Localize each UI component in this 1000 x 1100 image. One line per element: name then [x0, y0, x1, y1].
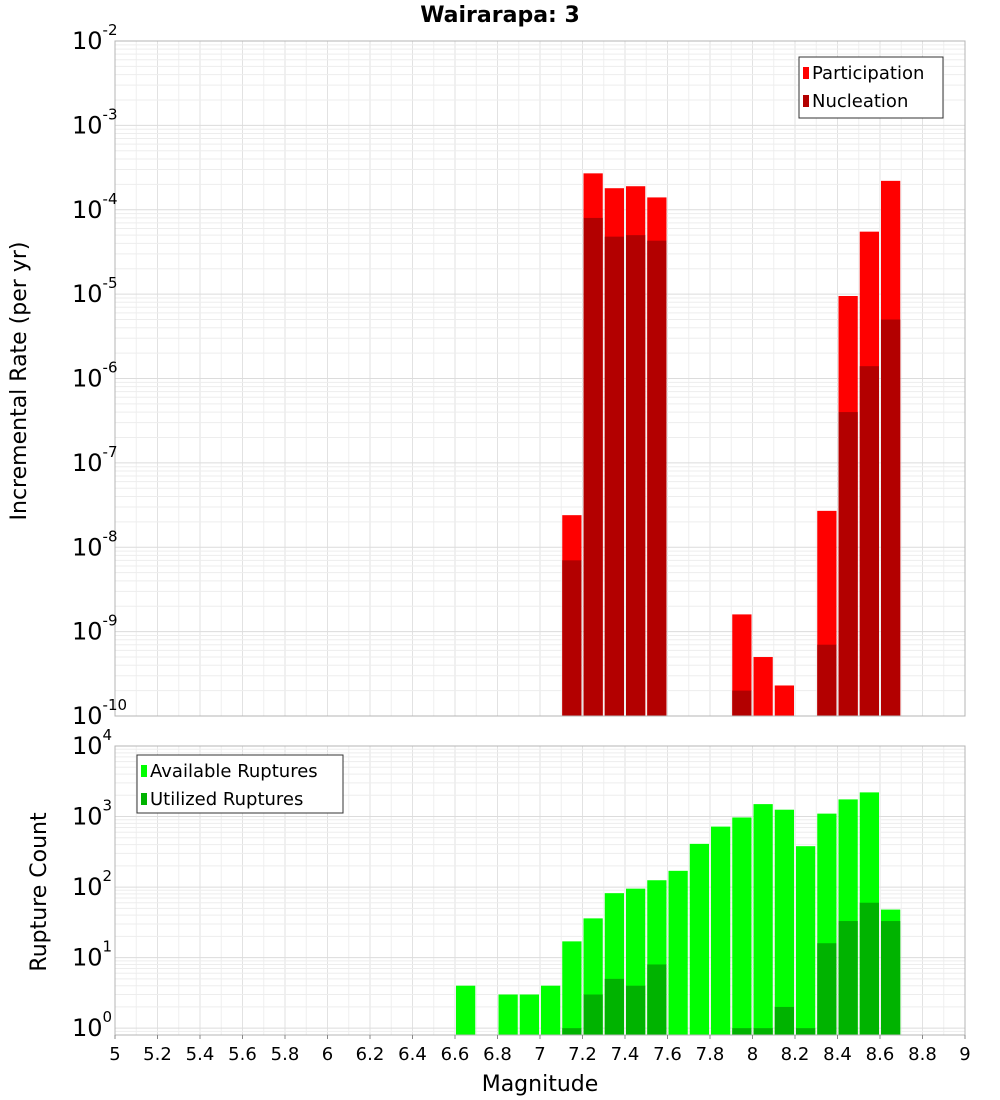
rate-y-tick-label: 10-5 — [72, 274, 118, 308]
x-tick-label: 7.8 — [696, 1044, 725, 1065]
count-y-axis-label: Rupture Count — [27, 812, 52, 972]
count-bars — [456, 792, 901, 1035]
x-tick-label: 5.4 — [186, 1044, 215, 1065]
rate-legend-swatch-nucleation — [803, 95, 809, 107]
count-legend-label-utilized-ruptures: Utilized Ruptures — [150, 789, 303, 810]
rate-y-tick-label: 10-6 — [72, 359, 118, 393]
x-tick-label: 9 — [959, 1044, 970, 1065]
x-tick-label: 8 — [747, 1044, 758, 1065]
x-tick-label: 6.4 — [398, 1044, 427, 1065]
rate-bar-nucleation — [881, 319, 901, 716]
rate-bars — [562, 173, 901, 717]
count-y-tick-label: 100 — [72, 1008, 112, 1042]
count-bar-utilized-ruptures — [753, 1028, 773, 1035]
count-bar-utilized-ruptures — [881, 921, 901, 1035]
rate-bar-nucleation — [817, 644, 837, 716]
count-legend: Available Ruptures Utilized Ruptures — [136, 754, 344, 814]
count-panel: 100 101 102 103 104 5 5.2 5.4 5.6 5.8 6 6.2 6.4 6.6 6… — [27, 726, 971, 1097]
rate-y-axis-label: Incremental Rate (per yr) — [7, 242, 32, 521]
count-bar-utilized-ruptures — [859, 902, 879, 1035]
rate-bar-nucleation — [732, 690, 752, 716]
rate-bar-nucleation — [583, 217, 603, 716]
rate-bar-nucleation — [838, 412, 858, 716]
count-y-tick-label: 102 — [72, 867, 112, 901]
count-bar-available-ruptures — [689, 843, 709, 1035]
x-tick-label: 7.6 — [653, 1044, 682, 1065]
count-bar-available-ruptures — [711, 826, 731, 1035]
count-legend-box — [136, 754, 344, 814]
count-bar-utilized-ruptures — [774, 1006, 794, 1035]
rate-bar-nucleation — [604, 236, 624, 716]
x-tick-label: 8.2 — [781, 1044, 810, 1065]
rate-y-tick-label: 10-8 — [72, 527, 118, 561]
x-tick-label: 5.8 — [271, 1044, 300, 1065]
rate-panel: 10-10 10-9 10-8 10-7 10-6 10-5 10-4 10-3 10-2 In… — [7, 21, 966, 730]
x-tick-label: 5.6 — [228, 1044, 257, 1065]
rate-legend-box — [798, 56, 944, 119]
rate-legend-label-nucleation: Nucleation — [812, 91, 908, 112]
count-bar-available-ruptures — [732, 817, 752, 1035]
x-tick-label: 7.4 — [611, 1044, 640, 1065]
rate-plot-border — [114, 40, 966, 717]
x-tick-label: 7.2 — [568, 1044, 597, 1065]
count-bar-utilized-ruptures — [732, 1028, 752, 1035]
x-tick-label: 8.4 — [823, 1044, 852, 1065]
count-bar-utilized-ruptures — [626, 985, 646, 1035]
count-bar-utilized-ruptures — [647, 964, 667, 1035]
rate-grid — [114, 40, 966, 717]
count-bar-available-ruptures — [668, 870, 688, 1035]
rate-bar-participation — [774, 685, 794, 716]
chart-title: Wairarapa: 3 — [420, 3, 580, 28]
count-bar-available-ruptures — [774, 809, 794, 1035]
rate-y-tick-label: 10-3 — [72, 105, 118, 139]
rate-y-tick-label: 10-10 — [72, 696, 127, 730]
count-bar-utilized-ruptures — [817, 943, 837, 1035]
count-legend-swatch-available-ruptures — [141, 765, 147, 777]
rate-bar-nucleation — [562, 560, 582, 716]
count-bar-utilized-ruptures — [604, 978, 624, 1035]
rate-legend: Participation Nucleation — [798, 56, 944, 119]
rate-y-tick-label: 10-7 — [72, 443, 118, 477]
x-tick-label: 7 — [534, 1044, 545, 1065]
magnitude-x-ticks: 5 5.2 5.4 5.6 5.8 6 6.2 6.4 6.6 6.8 7 7.2 7.4 7.6 7.8 8… — [109, 1035, 971, 1065]
count-y-tick-label: 104 — [72, 726, 112, 760]
count-bar-available-ruptures — [456, 985, 476, 1035]
x-tick-label: 8.6 — [866, 1044, 895, 1065]
count-bar-available-ruptures — [541, 985, 561, 1035]
x-tick-label: 8.8 — [908, 1044, 937, 1065]
count-y-ticks: 100 101 102 103 104 — [72, 726, 112, 1042]
count-legend-label-available-ruptures: Available Ruptures — [150, 761, 318, 782]
count-bar-available-ruptures — [498, 994, 518, 1035]
count-y-tick-label: 101 — [72, 938, 112, 972]
rate-legend-swatch-participation — [803, 67, 809, 79]
rate-y-tick-label: 10-4 — [72, 190, 118, 224]
x-tick-label: 5.2 — [143, 1044, 172, 1065]
count-bar-utilized-ruptures — [796, 1028, 816, 1035]
count-bar-utilized-ruptures — [583, 994, 603, 1035]
count-bar-available-ruptures — [796, 846, 816, 1035]
rate-bar-nucleation — [859, 366, 879, 716]
x-tick-label: 6.2 — [356, 1044, 385, 1065]
x-axis-label: Magnitude — [482, 1072, 599, 1097]
rate-legend-label-participation: Participation — [812, 63, 924, 84]
rate-bar-nucleation — [647, 240, 667, 717]
count-y-tick-label: 103 — [72, 797, 112, 831]
rate-y-tick-label: 10-9 — [72, 612, 118, 646]
count-bar-utilized-ruptures — [838, 921, 858, 1035]
rate-bar-nucleation — [626, 235, 646, 716]
rate-bar-participation — [753, 657, 773, 716]
count-bar-available-ruptures — [753, 804, 773, 1035]
count-bar-utilized-ruptures — [562, 1028, 582, 1035]
count-legend-swatch-utilized-ruptures — [141, 793, 147, 805]
x-tick-label: 6.6 — [441, 1044, 470, 1065]
x-tick-label: 6.8 — [483, 1044, 512, 1065]
x-tick-label: 5 — [109, 1044, 120, 1065]
x-tick-label: 6 — [322, 1044, 333, 1065]
count-bar-available-ruptures — [562, 941, 582, 1035]
rate-y-tick-label: 10-2 — [72, 21, 118, 55]
rate-y-ticks: 10-10 10-9 10-8 10-7 10-6 10-5 10-4 10-3 10-2 — [72, 21, 127, 730]
count-bar-available-ruptures — [519, 994, 539, 1035]
